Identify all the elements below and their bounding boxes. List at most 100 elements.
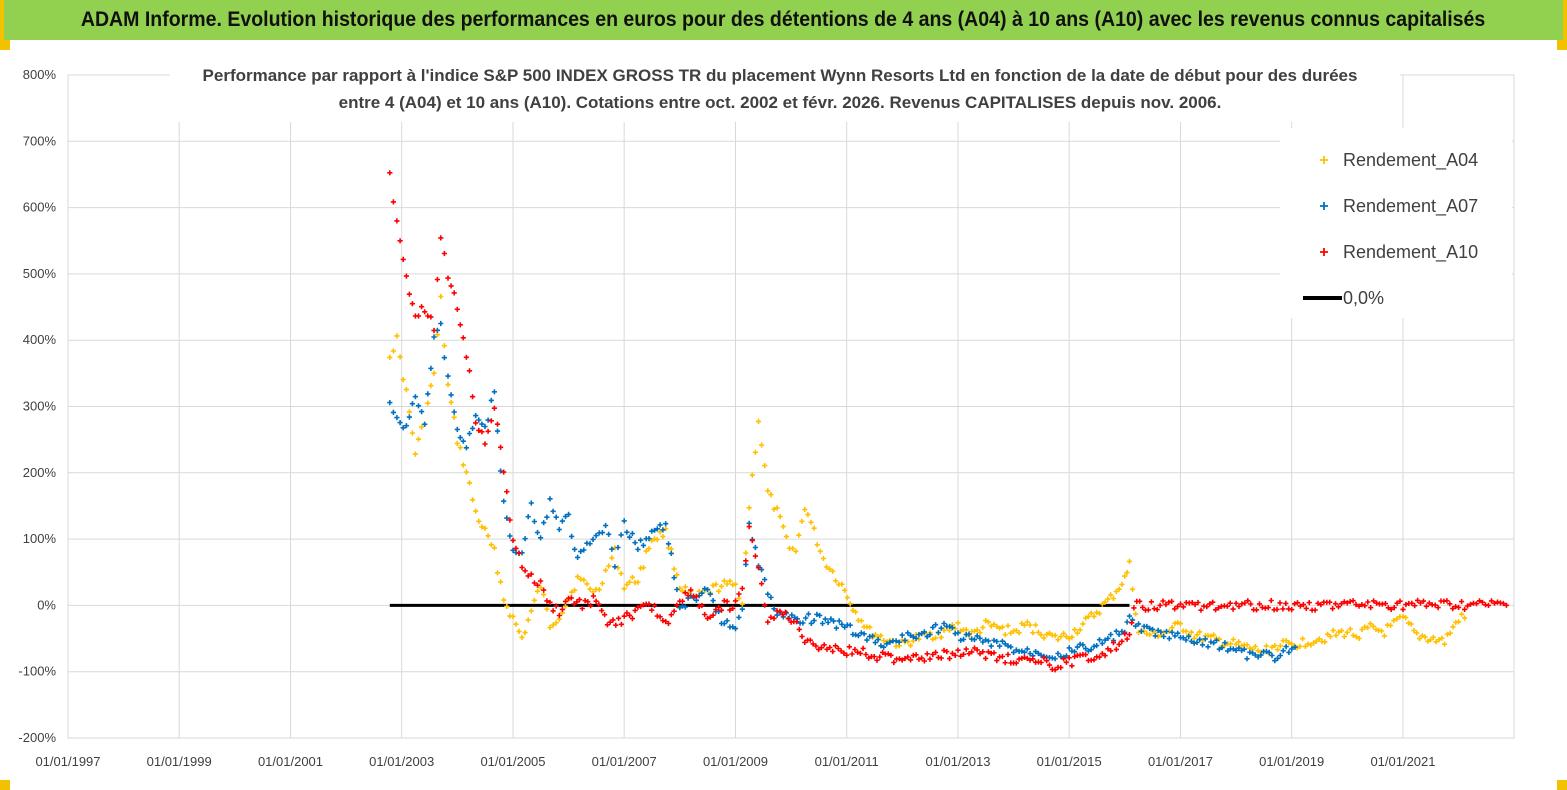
point-Rendement_A10 <box>445 275 451 281</box>
point-Rendement_A07 <box>861 631 867 637</box>
point-Rendement_A07 <box>479 421 485 427</box>
point-Rendement_A10 <box>1403 601 1409 608</box>
point-Rendement_A04 <box>476 518 482 524</box>
point-Rendement_A04 <box>1005 623 1011 629</box>
point-Rendement_A07 <box>1211 640 1217 646</box>
point-Rendement_A04 <box>448 399 454 405</box>
point-Rendement_A07 <box>463 445 469 451</box>
y-tick-label: 0% <box>37 597 56 612</box>
point-Rendement_A07 <box>1272 658 1278 664</box>
point-Rendement_A10 <box>838 648 844 654</box>
point-Rendement_A07 <box>451 409 457 415</box>
point-Rendement_A07 <box>884 641 890 647</box>
point-Rendement_A10 <box>632 607 638 613</box>
point-Rendement_A04 <box>1027 622 1033 628</box>
point-Rendement_A07 <box>947 623 953 629</box>
point-Rendement_A04 <box>531 597 537 603</box>
point-Rendement_A10 <box>403 273 409 279</box>
point-Rendement_A10 <box>1242 600 1248 606</box>
point-Rendement_A07 <box>1225 648 1231 654</box>
point-Rendement_A04 <box>1327 634 1333 640</box>
point-Rendement_A07 <box>674 586 680 593</box>
point-Rendement_A07 <box>632 540 638 546</box>
point-Rendement_A10 <box>387 170 393 176</box>
point-Rendement_A04 <box>736 595 742 601</box>
point-Rendement_A10 <box>827 644 833 651</box>
point-Rendement_A07 <box>566 511 572 517</box>
point-Rendement_A07 <box>668 550 674 556</box>
point-Rendement_A10 <box>955 647 961 653</box>
point-Rendement_A07 <box>1277 652 1283 659</box>
point-Rendement_A10 <box>510 537 516 543</box>
point-Rendement_A04 <box>1124 570 1130 576</box>
point-Rendement_A07 <box>491 389 497 395</box>
point-Rendement_A07 <box>550 508 556 514</box>
point-Rendement_A10 <box>710 612 716 618</box>
point-Rendement_A10 <box>646 601 652 607</box>
point-Rendement_A07 <box>805 611 812 617</box>
point-Rendement_A10 <box>397 238 403 244</box>
point-Rendement_A10 <box>933 649 939 655</box>
point-Rendement_A04 <box>599 580 605 587</box>
point-Rendement_A07 <box>1292 644 1298 650</box>
legend-marker <box>1320 202 1328 210</box>
point-Rendement_A10 <box>999 653 1005 660</box>
point-Rendement_A04 <box>1373 626 1379 632</box>
point-Rendement_A04 <box>525 617 531 623</box>
point-Rendement_A07 <box>553 514 559 520</box>
point-Rendement_A07 <box>1205 644 1211 650</box>
point-Rendement_A10 <box>974 647 980 653</box>
point-Rendement_A04 <box>908 643 914 649</box>
point-Rendement_A07 <box>1199 642 1206 648</box>
point-Rendement_A04 <box>1108 592 1114 598</box>
point-Rendement_A04 <box>991 621 997 627</box>
point-Rendement_A04 <box>1197 629 1203 635</box>
point-Rendement_A04 <box>759 442 765 448</box>
point-Rendement_A10 <box>860 645 866 651</box>
point-Rendement_A10 <box>571 601 577 607</box>
point-Rendement_A04 <box>482 525 488 531</box>
point-Rendement_A04 <box>581 577 587 583</box>
point-Rendement_A10 <box>799 633 805 640</box>
point-Rendement_A10 <box>718 607 725 613</box>
point-Rendement_A10 <box>618 621 624 627</box>
point-Rendement_A04 <box>1088 610 1094 616</box>
point-Rendement_A07 <box>1013 647 1019 653</box>
point-Rendement_A04 <box>1367 621 1373 627</box>
point-Rendement_A07 <box>1166 636 1172 642</box>
point-Rendement_A07 <box>1066 645 1072 651</box>
point-Rendement_A07 <box>438 320 444 327</box>
point-Rendement_A10 <box>1166 599 1172 605</box>
point-Rendement_A07 <box>409 401 415 407</box>
point-Rendement_A07 <box>1202 636 1208 642</box>
point-Rendement_A10 <box>1227 600 1233 606</box>
point-Rendement_A07 <box>1116 631 1122 637</box>
point-Rendement_A04 <box>1305 641 1311 647</box>
point-Rendement_A10 <box>1432 602 1438 608</box>
point-Rendement_A07 <box>999 638 1005 644</box>
point-Rendement_A10 <box>590 593 596 599</box>
point-Rendement_A04 <box>716 588 722 594</box>
point-Rendement_A10 <box>1215 605 1222 611</box>
point-Rendement_A04 <box>1129 586 1136 592</box>
point-Rendement_A07 <box>1113 628 1119 634</box>
point-Rendement_A07 <box>724 618 730 624</box>
point-Rendement_A04 <box>1430 634 1436 640</box>
point-Rendement_A04 <box>1436 637 1442 643</box>
point-Rendement_A10 <box>1058 665 1064 671</box>
point-Rendement_A07 <box>587 541 593 547</box>
point-Rendement_A07 <box>864 637 870 643</box>
point-Rendement_A10 <box>1318 602 1324 608</box>
point-Rendement_A10 <box>516 550 522 556</box>
point-Rendement_A04 <box>445 382 451 388</box>
point-Rendement_A07 <box>1152 633 1158 639</box>
point-Rendement_A10 <box>1213 607 1219 613</box>
point-Rendement_A07 <box>651 527 658 533</box>
point-Rendement_A10 <box>1303 605 1309 611</box>
point-Rendement_A07 <box>721 621 727 627</box>
point-Rendement_A04 <box>627 579 633 585</box>
point-Rendement_A10 <box>1198 607 1204 613</box>
point-Rendement_A04 <box>1459 611 1465 617</box>
point-Rendement_A07 <box>1258 652 1264 658</box>
point-Rendement_A10 <box>582 598 588 604</box>
